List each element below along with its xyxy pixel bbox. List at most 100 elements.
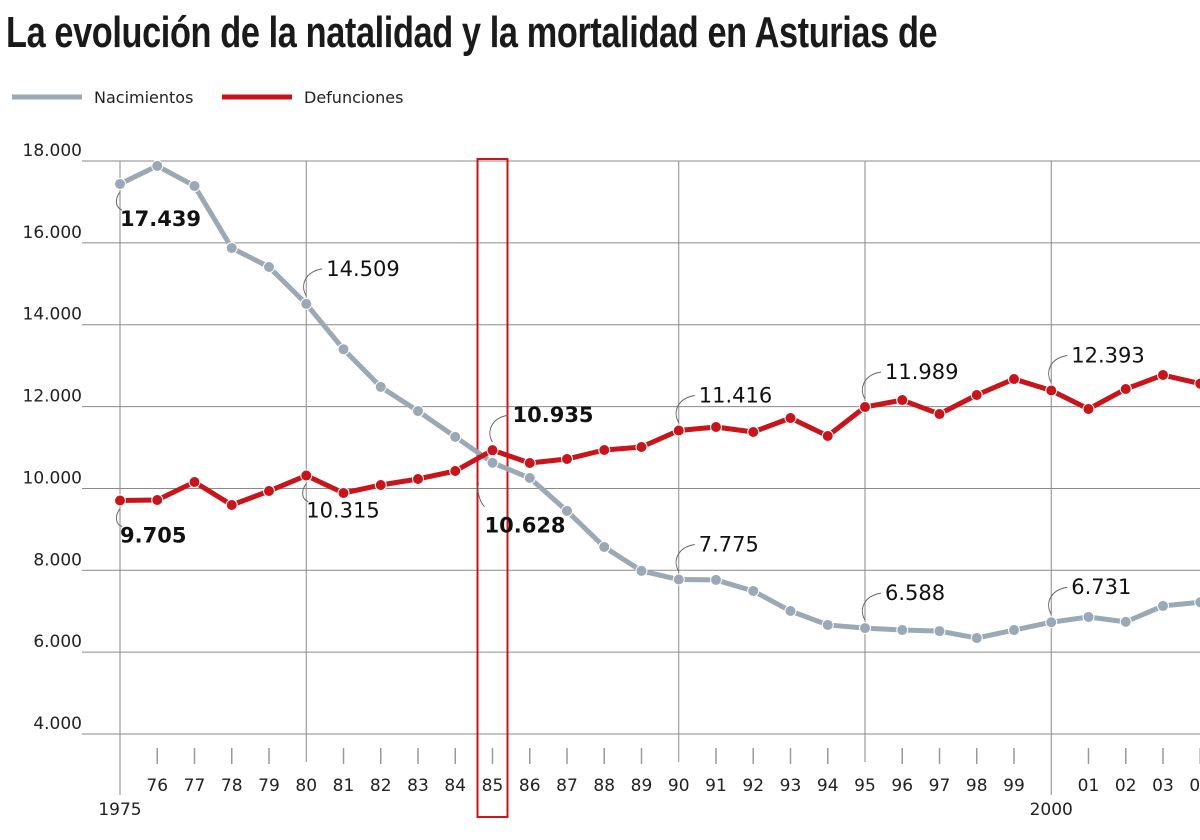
data-point-nacimientos-1995 bbox=[859, 622, 871, 635]
data-point-defunciones-1995 bbox=[859, 401, 871, 414]
annotation-connector bbox=[861, 371, 882, 400]
data-point-nacimientos-1976 bbox=[151, 159, 164, 172]
data-point-defunciones-1975 bbox=[114, 494, 126, 507]
data-point-defunciones-1976 bbox=[151, 494, 164, 507]
annotation-connector bbox=[861, 592, 882, 621]
data-point-nacimientos-1997 bbox=[933, 625, 946, 638]
x-tick-label: 03 bbox=[1152, 776, 1174, 796]
annotation-label: 10.628 bbox=[485, 514, 566, 538]
annotation-connector bbox=[675, 544, 695, 572]
y-tick-label: 14.000 bbox=[23, 305, 82, 325]
x-tick-label: 91 bbox=[705, 776, 727, 796]
annotation-connector bbox=[302, 483, 309, 503]
data-point-defunciones-1991 bbox=[710, 421, 722, 434]
x-tick-label: 81 bbox=[333, 776, 355, 796]
data-point-nacimientos-1999 bbox=[1008, 624, 1020, 637]
x-tick-label: 98 bbox=[966, 776, 988, 796]
data-point-nacimientos-1977 bbox=[188, 179, 201, 192]
annotation-connector bbox=[1048, 355, 1068, 383]
data-point-defunciones-1987 bbox=[561, 453, 573, 466]
data-point-defunciones-1992 bbox=[747, 425, 760, 438]
data-point-nacimientos-1981 bbox=[337, 343, 350, 356]
data-point-defunciones-1985 bbox=[486, 444, 499, 457]
data-point-defunciones-2003 bbox=[1157, 369, 1169, 382]
data-point-defunciones-2004 bbox=[1194, 377, 1200, 390]
x-tick-label: 1975 bbox=[98, 800, 141, 820]
annotation-connector bbox=[477, 482, 485, 508]
y-tick-label: 18.000 bbox=[23, 141, 82, 161]
annotation-connector bbox=[303, 268, 323, 297]
x-tick-label: 79 bbox=[258, 776, 280, 796]
x-tick-label: 99 bbox=[1003, 776, 1025, 796]
x-tick-label: 83 bbox=[407, 776, 429, 796]
data-point-defunciones-1979 bbox=[263, 485, 275, 498]
x-tick-label: 94 bbox=[817, 776, 839, 796]
annotation-label: 11.989 bbox=[885, 360, 958, 384]
data-point-nacimientos-1985 bbox=[486, 456, 499, 469]
x-tick-label: 78 bbox=[221, 776, 243, 796]
x-tick-label: 2000 bbox=[1030, 800, 1073, 820]
x-tick-label: 96 bbox=[891, 776, 913, 796]
data-point-defunciones-1978 bbox=[225, 499, 238, 512]
data-point-defunciones-1982 bbox=[374, 479, 387, 492]
x-tick-label: 92 bbox=[742, 776, 764, 796]
data-point-defunciones-2001 bbox=[1082, 402, 1095, 415]
data-point-nacimientos-2004 bbox=[1194, 596, 1200, 609]
x-tick-label: 02 bbox=[1115, 776, 1137, 796]
data-point-defunciones-1999 bbox=[1008, 372, 1020, 385]
data-point-defunciones-1990 bbox=[672, 424, 685, 437]
data-point-nacimientos-1996 bbox=[896, 624, 909, 637]
data-point-nacimientos-1983 bbox=[412, 405, 424, 418]
chart-title: La evolución de la natalidad y la mortal… bbox=[6, 8, 938, 57]
data-point-defunciones-1993 bbox=[784, 411, 797, 424]
data-point-defunciones-1981 bbox=[337, 487, 350, 500]
data-point-defunciones-2000 bbox=[1045, 384, 1058, 397]
x-tick-label: 88 bbox=[593, 776, 615, 796]
data-point-nacimientos-1994 bbox=[821, 618, 834, 631]
y-tick-label: 6.000 bbox=[33, 632, 82, 652]
data-point-defunciones-1989 bbox=[635, 441, 648, 454]
legend-label-nacimientos: Nacimientos bbox=[94, 88, 193, 107]
data-point-defunciones-1986 bbox=[523, 457, 536, 470]
x-tick-label: 89 bbox=[631, 776, 653, 796]
data-point-nacimientos-2002 bbox=[1119, 615, 1132, 628]
y-tick-label: 4.000 bbox=[33, 714, 82, 734]
annotation-label: 9.705 bbox=[120, 524, 186, 548]
data-point-nacimientos-1980 bbox=[300, 297, 313, 310]
legend-label-defunciones: Defunciones bbox=[304, 88, 403, 107]
x-tick-label: 82 bbox=[370, 776, 392, 796]
annotation-label: 6.731 bbox=[1071, 575, 1131, 599]
data-point-defunciones-1983 bbox=[412, 472, 424, 485]
data-point-nacimientos-1986 bbox=[523, 472, 536, 485]
x-tick-label: 97 bbox=[929, 776, 951, 796]
annotation-connector bbox=[489, 414, 509, 443]
annotation-connector bbox=[675, 394, 695, 423]
annotation-label: 10.315 bbox=[306, 499, 379, 523]
data-point-defunciones-1984 bbox=[449, 465, 462, 478]
data-point-nacimientos-1993 bbox=[784, 605, 797, 618]
annotation-label: 12.393 bbox=[1071, 343, 1144, 367]
data-point-defunciones-1997 bbox=[933, 408, 946, 421]
annotation-connector bbox=[1048, 586, 1068, 615]
x-tick-label: 93 bbox=[780, 776, 802, 796]
x-tick-label: 04 bbox=[1189, 776, 1200, 796]
data-point-nacimientos-1984 bbox=[449, 430, 462, 443]
data-point-defunciones-1998 bbox=[970, 388, 983, 401]
annotation-label: 7.775 bbox=[699, 533, 759, 557]
data-point-nacimientos-1991 bbox=[710, 573, 722, 586]
x-tick-label: 90 bbox=[668, 776, 690, 796]
data-point-defunciones-2002 bbox=[1119, 383, 1132, 396]
y-tick-label: 8.000 bbox=[33, 550, 82, 570]
y-tick-label: 16.000 bbox=[23, 223, 82, 243]
data-point-nacimientos-1988 bbox=[598, 540, 611, 553]
annotation-label: 10.935 bbox=[513, 403, 594, 427]
annotation-connector bbox=[115, 508, 123, 527]
data-point-nacimientos-1975 bbox=[114, 177, 126, 190]
data-point-defunciones-1980 bbox=[300, 469, 313, 482]
annotation-label: 11.416 bbox=[699, 383, 772, 407]
series-line-defunciones bbox=[119, 372, 1200, 508]
y-tick-label: 12.000 bbox=[23, 387, 82, 407]
y-tick-label: 10.000 bbox=[23, 468, 82, 488]
data-point-nacimientos-1989 bbox=[635, 564, 648, 577]
